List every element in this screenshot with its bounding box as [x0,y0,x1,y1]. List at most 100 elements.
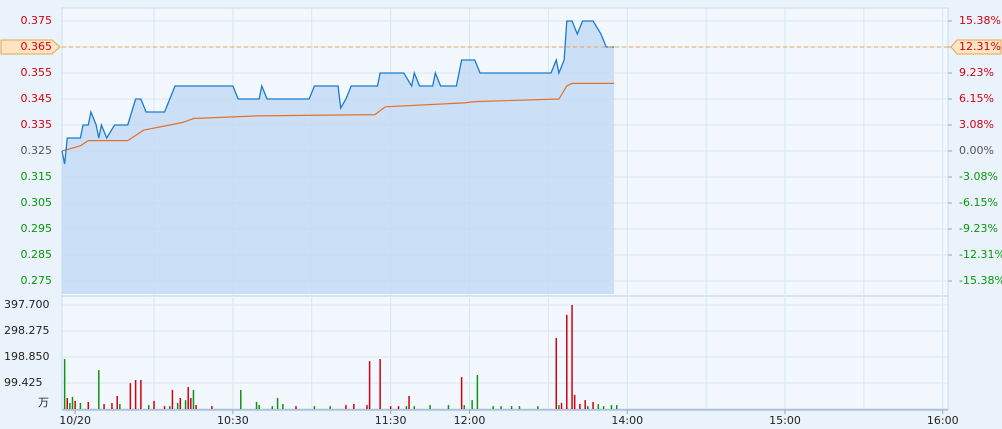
volume-bar [413,406,416,409]
volume-bar [379,359,381,409]
volume-bar [163,406,166,409]
y-tick-label: 0.305 [21,196,53,209]
volume-bar [69,402,71,409]
volume-bar [190,398,192,409]
y2-tick-label: 3.08% [959,118,994,131]
volume-bar [597,404,600,409]
volume-bar [463,405,465,409]
y-tick-label: 0.345 [21,92,53,105]
y2-tick-label: 6.15% [959,92,994,105]
volume-bar [87,401,90,409]
volume-bar [134,379,137,409]
y-tick-label: 0.295 [21,222,53,235]
volume-bar [116,395,118,409]
volume-bar [500,406,502,409]
y-tick-label: 0.375 [21,14,53,27]
y-tick-label: 0.335 [21,118,53,131]
volume-bar [345,405,347,409]
volume-bar [129,383,132,409]
volume-bar [397,406,400,409]
volume-bar [255,401,258,409]
volume-bar [176,402,179,409]
volume-bar [211,406,213,409]
volume-bar [353,404,355,409]
volume-bar [184,400,187,409]
volume-bar [584,400,586,409]
volume-bar [615,405,618,409]
x-tick-label: 10/20 [59,414,91,427]
x-tick-label: 12:00 [454,414,486,427]
y2-tick-label: 9.23% [959,66,994,79]
y-tick-label: 0.325 [21,144,53,157]
volume-bar [510,406,513,409]
volume-bar [276,398,279,409]
y2-tick-label: -6.15% [959,196,998,209]
volume-bar [103,404,105,409]
y-tick-label: 0.355 [21,66,53,79]
volume-tick-label: 99.425 [4,376,43,389]
volume-bar [148,405,150,409]
volume-bar [169,406,171,409]
y2-tick-label: 0.00% [959,144,994,157]
y2-tick-label: -3.08% [959,170,998,183]
volume-bar [329,406,331,409]
price-area [62,21,615,294]
y2-tick-label: 15.38% [959,14,1001,27]
y2-tick-label: -15.38% [959,274,1002,287]
volume-bar [389,406,392,409]
volume-bar [366,405,368,409]
volume-bar [171,389,174,409]
volume-bar [179,398,182,409]
volume-bar [460,377,463,409]
x-tick-label: 11:30 [375,414,407,427]
volume-bar [282,404,284,409]
average-line [61,82,615,152]
volume-bar [195,405,197,409]
volume-bar [429,405,431,409]
y-tick-label: 0.275 [21,274,53,287]
volume-bar [192,389,195,409]
volume-bar [187,387,189,409]
volume-bar [471,400,473,409]
volume-tick-label: 298.275 [4,324,50,337]
volume-bar [571,304,573,409]
volume-bar [558,405,560,409]
price-line [61,20,615,165]
volume-bar [602,406,605,409]
y-tick-label: 0.285 [21,248,53,261]
volume-bar [566,314,568,409]
volume-bar [560,402,563,409]
current-pct-box [950,39,1002,55]
volume-bar [476,375,479,409]
volume-bar [140,379,142,409]
volume-bar [240,389,242,409]
volume-bar [119,404,121,409]
volume-bar [447,405,450,409]
volume-bar [71,396,74,409]
volume-bar [74,400,76,409]
volume-bar [573,394,576,409]
volume-bar [63,359,66,409]
volume-bar [610,405,613,409]
volume-bar [79,402,82,409]
volume-bar [518,406,521,409]
volume-bar [492,406,494,409]
volume-bar [579,404,581,409]
volume-unit: 万 [38,396,49,409]
x-tick-label: 15:00 [769,414,801,427]
volume-bar [592,401,594,409]
y2-tick-label: -12.31% [959,248,1002,261]
volume-bar [405,406,408,409]
volume-bar [271,406,274,409]
volume-bar [98,370,100,409]
volume-bar [153,400,155,409]
volume-bar [111,402,113,409]
x-tick-label: 10:30 [217,414,249,427]
volume-bar [258,405,260,409]
volume-bar [537,406,539,409]
volume-bar [313,406,316,409]
volume-bar [66,398,69,409]
volume-bar [295,406,297,409]
x-tick-label: 14:00 [611,414,643,427]
